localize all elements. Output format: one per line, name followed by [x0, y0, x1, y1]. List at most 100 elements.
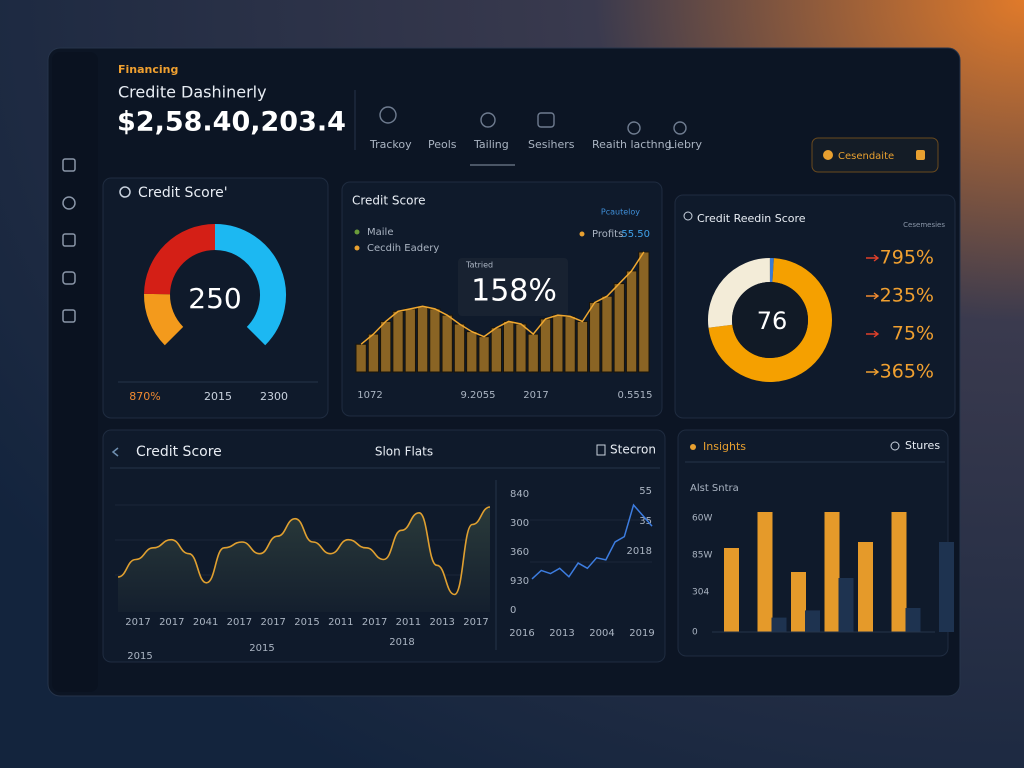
nav-item[interactable]: Tailing	[473, 138, 509, 151]
x-label: 2016	[509, 628, 534, 639]
panel-title: Credit Score	[136, 444, 222, 460]
bar	[905, 608, 921, 632]
title-icon	[119, 186, 131, 198]
sidebar-icon[interactable]	[62, 158, 76, 172]
x-label: 2013	[429, 617, 454, 628]
x-sublabel: 2015	[249, 643, 274, 654]
y-label: 360	[510, 547, 529, 558]
bar	[891, 512, 907, 632]
nav-icons	[379, 106, 687, 135]
nav-icon	[673, 121, 687, 135]
bar	[805, 610, 820, 632]
stat-value: 365%	[880, 361, 934, 383]
panel-tab[interactable]: Stures	[905, 439, 940, 452]
gauge-value: 250	[188, 282, 241, 315]
gauge-segment	[144, 224, 216, 295]
panel-tab[interactable]: Stecron	[610, 443, 656, 457]
bar	[824, 512, 840, 632]
bar	[503, 320, 515, 373]
x-label: 2017	[125, 617, 150, 628]
legend-swatch	[354, 229, 360, 235]
nav-item[interactable]: Reaith lacthng	[592, 138, 672, 151]
y-label: 0	[692, 628, 698, 638]
back-icon[interactable]	[111, 447, 119, 457]
x-label: 0.5515	[618, 390, 653, 401]
nav-item[interactable]: Liebry	[668, 138, 702, 151]
bar	[429, 308, 441, 373]
sidebar-icon[interactable]	[62, 233, 76, 247]
bar	[625, 270, 638, 373]
bar	[939, 542, 954, 632]
nav-item[interactable]: Peols	[428, 138, 457, 151]
y-label: 0	[510, 605, 516, 616]
sidebar-icon[interactable]	[62, 271, 76, 285]
bar	[791, 572, 806, 632]
x-sublabel: 2018	[389, 637, 414, 648]
bar	[858, 542, 873, 632]
callout-label: Tatried	[465, 261, 493, 270]
sidebar-icon[interactable]	[62, 309, 76, 323]
action-button[interactable]	[811, 137, 939, 173]
legend-label: Profits	[592, 229, 623, 240]
panel-link[interactable]: Pcauteloy	[601, 208, 640, 217]
nav-icon	[480, 112, 496, 128]
y-label: 55	[639, 486, 652, 497]
gauge-segment	[214, 224, 286, 346]
nav-icon	[537, 112, 555, 128]
bar	[838, 578, 854, 632]
panel-link[interactable]: Cesemesies	[903, 221, 945, 229]
total-amount: $2,58.40,203.4	[117, 107, 346, 138]
bar	[724, 548, 739, 632]
gauge-label: 2015	[204, 390, 232, 403]
button-label[interactable]: Cesendaite	[838, 151, 894, 162]
callout-box	[458, 258, 568, 316]
stat-value: 75%	[892, 323, 934, 345]
y-label: 60W	[692, 514, 712, 524]
tab-icon	[890, 441, 900, 451]
bar	[453, 323, 466, 373]
x-label: 2017	[463, 617, 488, 628]
callout-value: 158%	[471, 274, 557, 309]
x-label: 9.2055	[461, 390, 496, 401]
bar	[601, 295, 613, 373]
x-label: 2013	[549, 628, 574, 639]
sidebar-icon[interactable]	[62, 196, 76, 210]
nav-item[interactable]: Trackoy	[369, 138, 412, 151]
bar	[380, 320, 392, 373]
bar	[757, 512, 773, 632]
bar	[564, 315, 576, 373]
line-series	[531, 503, 653, 580]
donut-segment	[708, 258, 832, 382]
x-label: 2019	[629, 628, 654, 639]
area-line	[117, 506, 491, 596]
gauge-label: 870%	[129, 390, 160, 403]
nav-item[interactable]: Sesihers	[528, 138, 575, 151]
legend-label: Maile	[367, 227, 393, 238]
donut-value: 76	[757, 307, 788, 335]
lock-icon[interactable]	[916, 150, 925, 160]
stat-value: 795%	[880, 247, 934, 269]
donut-segment	[708, 258, 771, 328]
y-label: 35	[639, 516, 652, 527]
gauge-label: 2300	[260, 390, 288, 403]
bar	[589, 302, 601, 373]
x-label: 2011	[396, 617, 421, 628]
gauge-segment	[144, 293, 184, 346]
stat-arrow	[866, 254, 880, 262]
legend-swatch	[354, 245, 360, 251]
bar	[466, 331, 478, 373]
sidebar	[52, 52, 98, 692]
panel-title: Credit Score'	[138, 185, 228, 201]
area-fill	[118, 507, 490, 612]
panel-title: Insights	[703, 440, 746, 453]
y-label: 304	[692, 588, 709, 598]
x-label: 2017	[227, 617, 252, 628]
x-label: 1072	[357, 390, 382, 401]
legend-value: 55.50	[621, 229, 650, 240]
bar	[515, 323, 527, 373]
stat-arrow	[866, 330, 880, 338]
bar	[441, 314, 453, 373]
x-label: 2017	[159, 617, 184, 628]
panel-subtitle: Slon Flats	[375, 445, 433, 459]
